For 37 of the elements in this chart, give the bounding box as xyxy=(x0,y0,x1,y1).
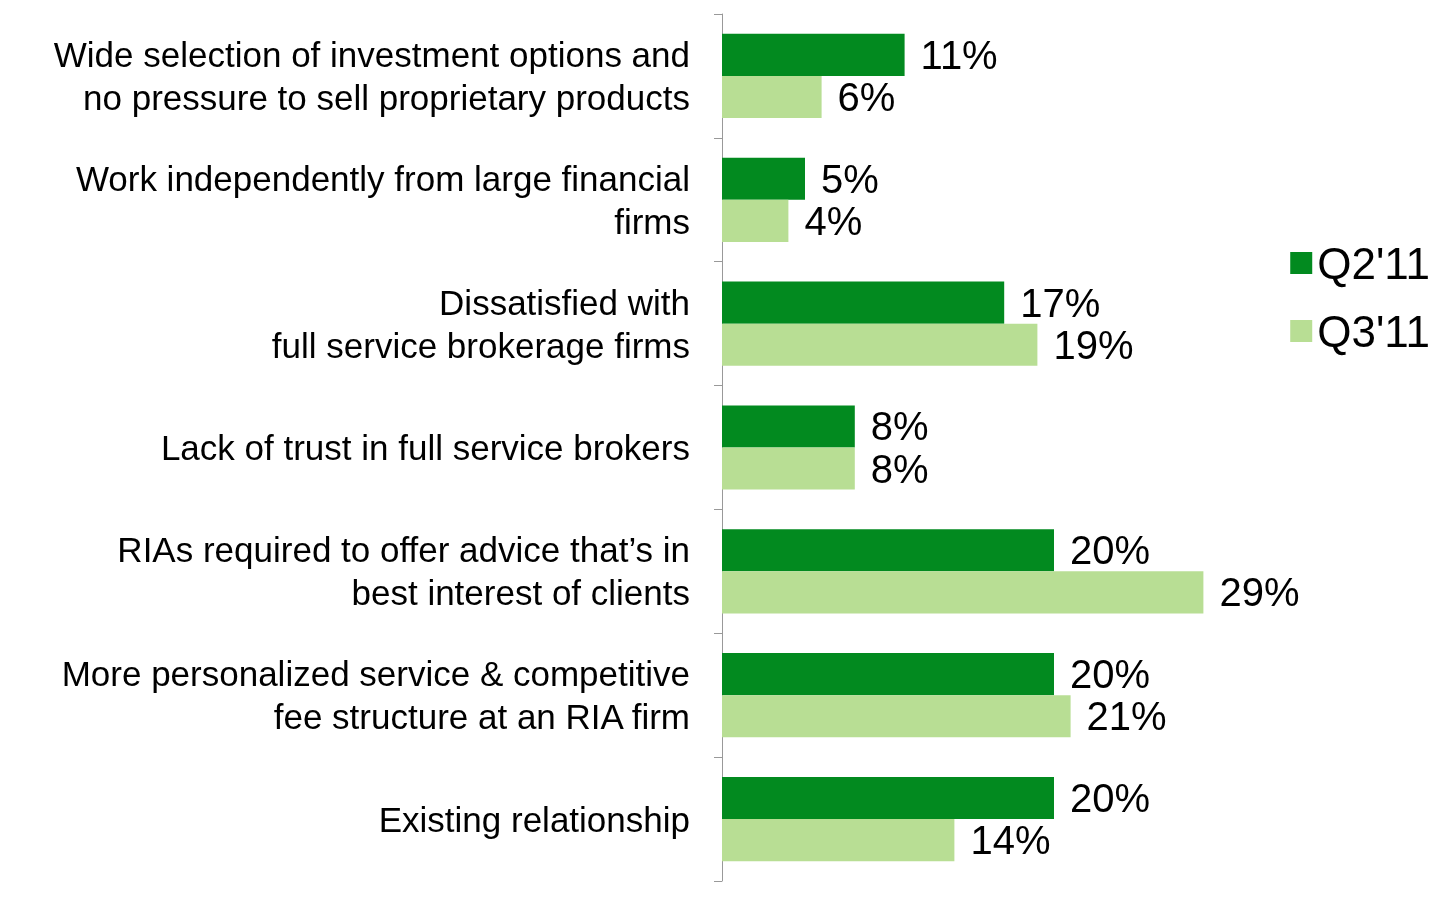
bar xyxy=(722,281,1005,324)
data-label: 11% xyxy=(920,32,998,77)
legend-label: Q3'11 xyxy=(1317,306,1431,356)
data-label: 20% xyxy=(1070,528,1151,573)
data-label: 5% xyxy=(821,156,879,201)
data-label: 8% xyxy=(870,404,929,449)
bar xyxy=(722,157,805,200)
y-tick-label: Lack of trust in full service brokers xyxy=(160,428,690,467)
data-label: 20% xyxy=(1070,652,1151,697)
bar xyxy=(722,819,955,862)
data-label: 8% xyxy=(870,446,929,491)
bar xyxy=(722,447,855,490)
y-tick-label: Wide selection of investment options and no pressure to sell proprietary products xyxy=(53,34,690,117)
y-tick-label: Work independently from large financial firms xyxy=(75,158,690,241)
bar xyxy=(722,571,1204,614)
bar xyxy=(722,653,1054,696)
data-label: 29% xyxy=(1219,570,1300,615)
y-tick-label: Existing relationship xyxy=(378,799,690,839)
legend-label: Q2'11 xyxy=(1317,238,1431,288)
y-tick-label: More personalized service & competitive fee structure at an RIA firm xyxy=(61,654,690,737)
bar xyxy=(722,529,1054,572)
data-label: 17% xyxy=(1020,280,1101,325)
y-tick-label: Dissatisfied with full service brokerage firms xyxy=(271,282,690,365)
bar xyxy=(722,199,789,242)
data-label: 20% xyxy=(1070,776,1151,821)
bar xyxy=(722,405,855,448)
bar xyxy=(722,33,905,76)
data-label: 14% xyxy=(970,818,1051,863)
bar xyxy=(722,695,1071,738)
data-label: 4% xyxy=(804,198,863,243)
bar xyxy=(722,75,822,119)
data-label: 19% xyxy=(1053,322,1134,367)
y-tick-label: RIAs required to offer advice that’s in best interest of clients xyxy=(117,530,690,613)
bar xyxy=(722,776,1054,820)
data-label: 6% xyxy=(837,74,896,119)
bar xyxy=(722,323,1038,366)
data-label: 21% xyxy=(1086,694,1167,739)
